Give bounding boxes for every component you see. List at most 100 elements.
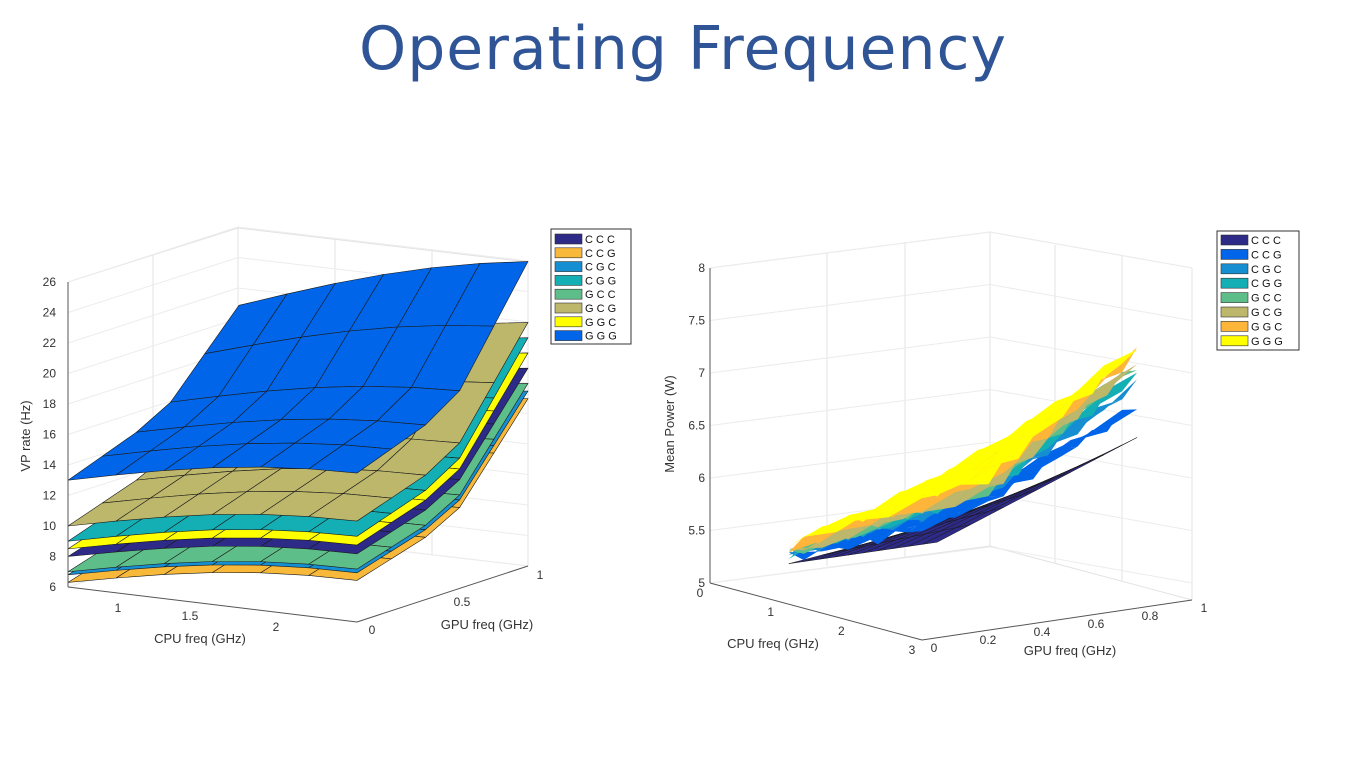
surface-cell [903, 497, 952, 519]
surface-cell [962, 455, 1012, 482]
legend-swatch [1220, 263, 1249, 275]
surface-cell [822, 526, 871, 544]
surface-cell [870, 494, 919, 512]
surface-cell [926, 477, 975, 506]
surface-cell [881, 496, 930, 518]
surface-cell [989, 420, 1038, 457]
surface-cell [929, 494, 978, 519]
surface-cell [999, 481, 1049, 501]
surface-cell [929, 508, 978, 528]
surface-cell [1029, 418, 1078, 446]
surface-cell [1014, 433, 1063, 460]
surface-cell [907, 487, 956, 518]
surface-cell [877, 480, 927, 509]
surface-cell [836, 518, 886, 538]
right-xtick-3: 3 [909, 643, 916, 657]
left-xtick-1: 1 [115, 601, 122, 615]
surface-cell [822, 531, 871, 552]
surface-cell [929, 467, 978, 495]
surface-cgg [788, 372, 1138, 560]
surface-cell [970, 458, 1019, 481]
surface-cell [855, 515, 904, 534]
surface-cell [1007, 455, 1056, 484]
right-ztick-0: 5 [698, 576, 705, 590]
surface-cell [851, 513, 900, 536]
surface-cell [848, 539, 897, 556]
surface-cell [885, 495, 934, 516]
surface-cell [929, 468, 978, 499]
legend-label: G C G [1251, 307, 1282, 319]
surface-cell [974, 469, 1023, 499]
surface-cell [955, 475, 1004, 497]
right-ytick-3: 0.6 [1088, 617, 1105, 631]
surface-cell [948, 478, 997, 505]
surface-cell [914, 480, 963, 502]
surface-cell [944, 472, 993, 501]
surface-cell [1055, 378, 1104, 408]
surface-cell [903, 488, 952, 515]
surface-cell [981, 450, 1030, 476]
surface-cell [985, 436, 1034, 468]
surface-cell [855, 508, 904, 530]
left-ztick-10: 26 [43, 275, 57, 289]
surface-cell [888, 505, 937, 524]
surface-cell [903, 488, 952, 512]
surface-cell [922, 485, 971, 507]
surface-cell [866, 506, 915, 531]
surface-cell [1040, 394, 1089, 427]
surface-cell [1007, 422, 1056, 457]
surface-cell [899, 482, 949, 505]
surface-cell [914, 486, 963, 512]
surface-cell [951, 485, 1000, 510]
surface-cell [966, 459, 1015, 487]
surface-cell [1040, 410, 1089, 442]
surface-cell [1055, 391, 1104, 424]
surface-cell [907, 507, 956, 533]
surface-cell [948, 455, 997, 482]
legend-swatch [1220, 306, 1249, 318]
surface-cell [970, 459, 1019, 487]
surface-cell [955, 469, 1004, 498]
surface-cell [848, 504, 897, 528]
surface-cell [999, 455, 1048, 481]
surface-cell [955, 487, 1004, 504]
surface-cell [803, 532, 852, 554]
surface-cell [877, 496, 927, 525]
surface-cell [881, 492, 930, 519]
surface-cell [851, 514, 900, 533]
left-ylabel: GPU freq (GHz) [441, 617, 533, 632]
surface-cell [1044, 459, 1093, 482]
surface-cell [1044, 429, 1093, 457]
surface-cell [1059, 406, 1108, 432]
surface-cell [955, 472, 1004, 493]
surface-cell [899, 469, 949, 496]
surface-cell [922, 486, 971, 513]
surface-cell [818, 520, 867, 545]
surface-cell [866, 497, 915, 524]
legend-swatch [1220, 277, 1249, 289]
surface-cell [851, 506, 900, 531]
surface-cell [955, 485, 1004, 515]
surface-cell [1055, 430, 1104, 460]
right-xtick-1: 1 [767, 605, 774, 619]
surface-cell [933, 506, 982, 524]
surface-cell [948, 459, 997, 490]
surface-cell [914, 468, 963, 498]
left-ztick-0: 6 [49, 580, 56, 594]
surface-cell [1029, 409, 1078, 436]
surface-cell [944, 450, 993, 475]
surface-cell [926, 498, 975, 525]
surface-cell [803, 530, 852, 551]
surface-cell [933, 458, 982, 485]
surface-cell [959, 436, 1008, 471]
surface-cell [836, 514, 886, 536]
surface-cell [866, 496, 915, 521]
surface-cell [1059, 395, 1108, 424]
legend-label: C G C [1251, 264, 1282, 276]
surface-cell [851, 527, 900, 547]
surface-cell [999, 426, 1048, 451]
surface-cell [966, 464, 1015, 491]
surface-cell [903, 517, 952, 534]
surface-cell [863, 519, 912, 545]
surface-cell [1025, 467, 1075, 490]
